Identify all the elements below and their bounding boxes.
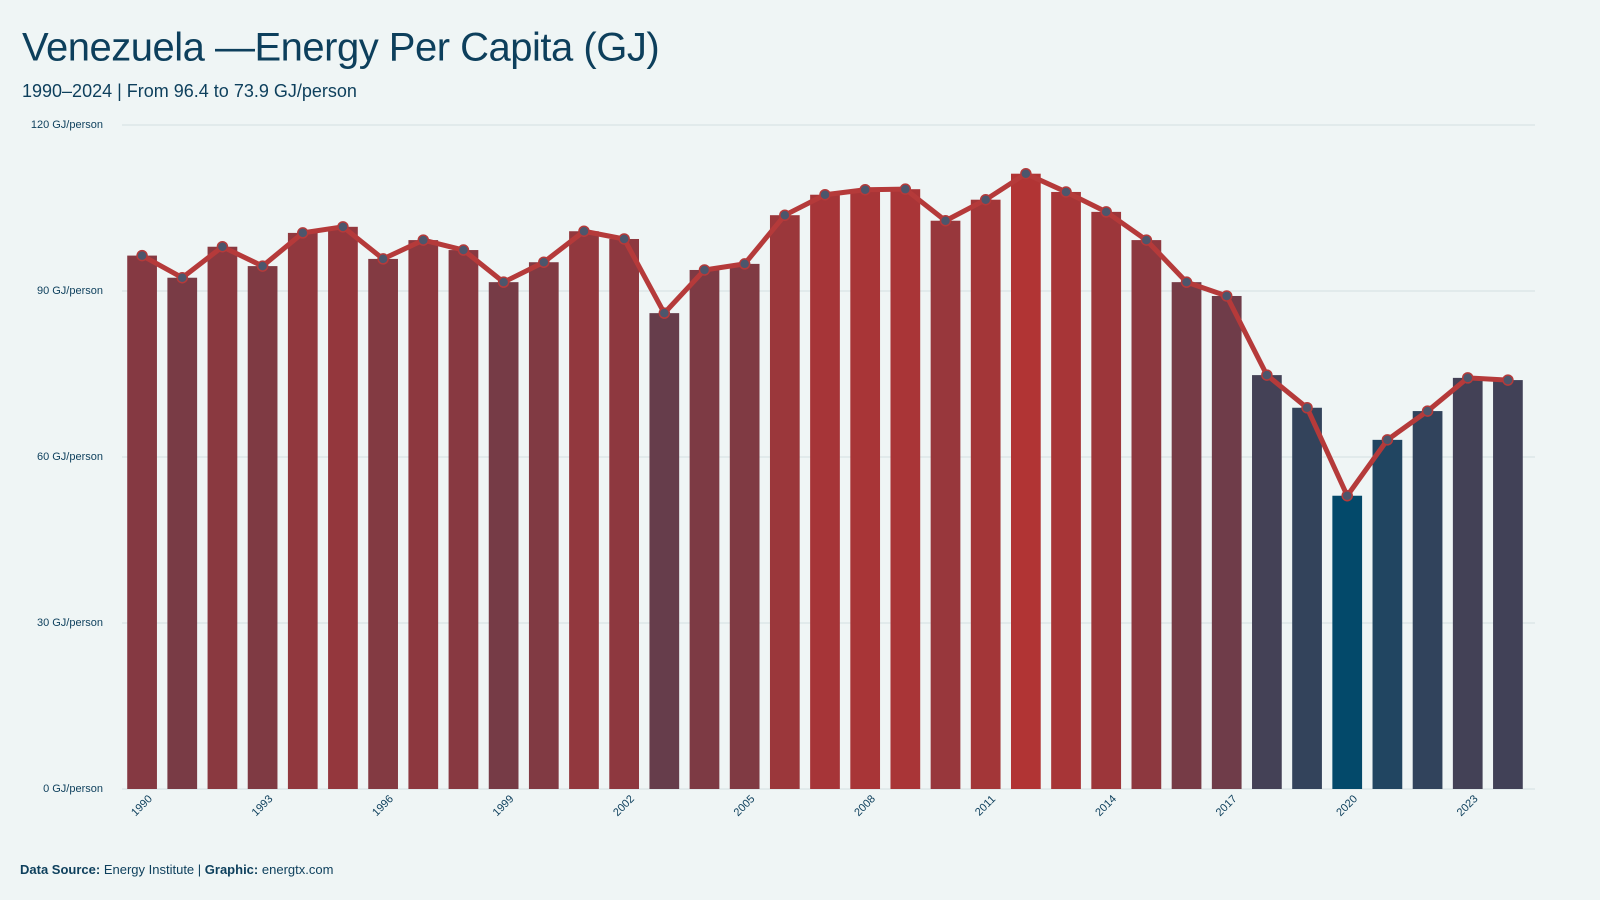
point — [738, 258, 751, 270]
point — [1301, 402, 1313, 414]
bar — [970, 199, 1001, 789]
bar — [207, 246, 238, 789]
x-tick-label: 2017 — [1214, 793, 1240, 819]
x-tick-label: 1996 — [370, 793, 396, 819]
y-tick-label: 90 GJ/person — [37, 285, 103, 297]
bar — [1051, 191, 1081, 789]
bar — [488, 282, 519, 789]
bar — [890, 189, 921, 790]
x-tick-label: 2002 — [611, 793, 637, 819]
bar — [247, 266, 278, 790]
point — [256, 260, 269, 272]
point — [899, 183, 912, 195]
point — [216, 240, 229, 253]
point — [1261, 369, 1273, 381]
x-tick-label: 2005 — [732, 793, 758, 819]
bar — [649, 313, 680, 789]
point — [1421, 405, 1434, 417]
bar — [930, 220, 961, 789]
bar — [408, 240, 439, 790]
bar — [448, 250, 479, 789]
x-tick-label: 2008 — [852, 793, 878, 819]
point — [538, 256, 550, 268]
point — [698, 264, 711, 276]
bar — [127, 255, 157, 789]
bar — [1412, 411, 1443, 789]
footer-graphic-label: Graphic: — [205, 862, 258, 877]
bar — [1372, 439, 1403, 789]
x-tick-label: 1999 — [491, 793, 517, 819]
bar — [1171, 282, 1202, 789]
point — [1180, 276, 1193, 288]
y-tick-label: 60 GJ/person — [37, 451, 103, 463]
x-tick-label: 1993 — [250, 793, 276, 819]
point — [658, 307, 671, 319]
x-tick-label: 2020 — [1334, 793, 1360, 819]
bar — [528, 262, 559, 789]
point — [457, 244, 470, 256]
point — [497, 276, 510, 288]
point — [618, 233, 630, 245]
point — [859, 183, 871, 196]
bar — [1252, 375, 1282, 789]
bar — [850, 189, 881, 790]
x-tick-label: 1990 — [129, 793, 155, 819]
point — [578, 225, 590, 237]
footer-graphic: energtx.com — [262, 862, 334, 877]
footer-source: Energy Institute | — [104, 862, 201, 877]
point — [779, 209, 791, 221]
footer-source-label: Data Source: — [20, 862, 100, 877]
point — [939, 214, 952, 227]
bar — [1332, 495, 1363, 789]
y-tick-label: 120 GJ/person — [31, 119, 103, 131]
bar — [689, 269, 720, 789]
footer: Data Source: Energy Institute | Graphic:… — [20, 862, 333, 877]
bar — [1091, 211, 1122, 789]
chart-title: Venezuela —Energy Per Capita (GJ) — [22, 26, 659, 70]
point — [1381, 434, 1394, 446]
y-tick-label: 0 GJ/person — [43, 783, 103, 795]
point — [1220, 290, 1233, 302]
point — [337, 221, 349, 233]
x-tick-label: 2011 — [973, 793, 998, 818]
point — [979, 193, 992, 206]
y-tick-label: 30 GJ/person — [37, 617, 103, 629]
bar — [1292, 407, 1322, 789]
bar — [1493, 380, 1523, 789]
point — [1100, 206, 1112, 218]
point — [1341, 489, 1353, 502]
point — [417, 234, 430, 246]
x-tick-label: 2023 — [1455, 793, 1481, 819]
bar — [810, 194, 840, 790]
bar — [287, 232, 318, 789]
point — [297, 227, 309, 239]
bar — [769, 215, 800, 789]
bar — [1010, 173, 1041, 789]
point — [1140, 234, 1153, 246]
point — [377, 253, 389, 265]
point — [136, 249, 148, 262]
bar — [729, 263, 760, 789]
bar — [1211, 295, 1242, 789]
bar — [1131, 240, 1162, 790]
point — [1020, 167, 1032, 180]
bar — [368, 258, 398, 789]
bar — [569, 231, 599, 790]
chart-subtitle: 1990–2024 | From 96.4 to 73.9 GJ/person — [22, 81, 357, 101]
x-tick-label: 2014 — [1093, 793, 1119, 819]
point — [176, 271, 189, 284]
bar — [609, 238, 640, 789]
point — [1502, 374, 1514, 386]
point — [1060, 186, 1072, 198]
point — [1461, 372, 1474, 384]
bar — [167, 277, 198, 789]
bar — [328, 226, 358, 789]
bar — [1452, 377, 1483, 789]
point — [819, 188, 831, 201]
